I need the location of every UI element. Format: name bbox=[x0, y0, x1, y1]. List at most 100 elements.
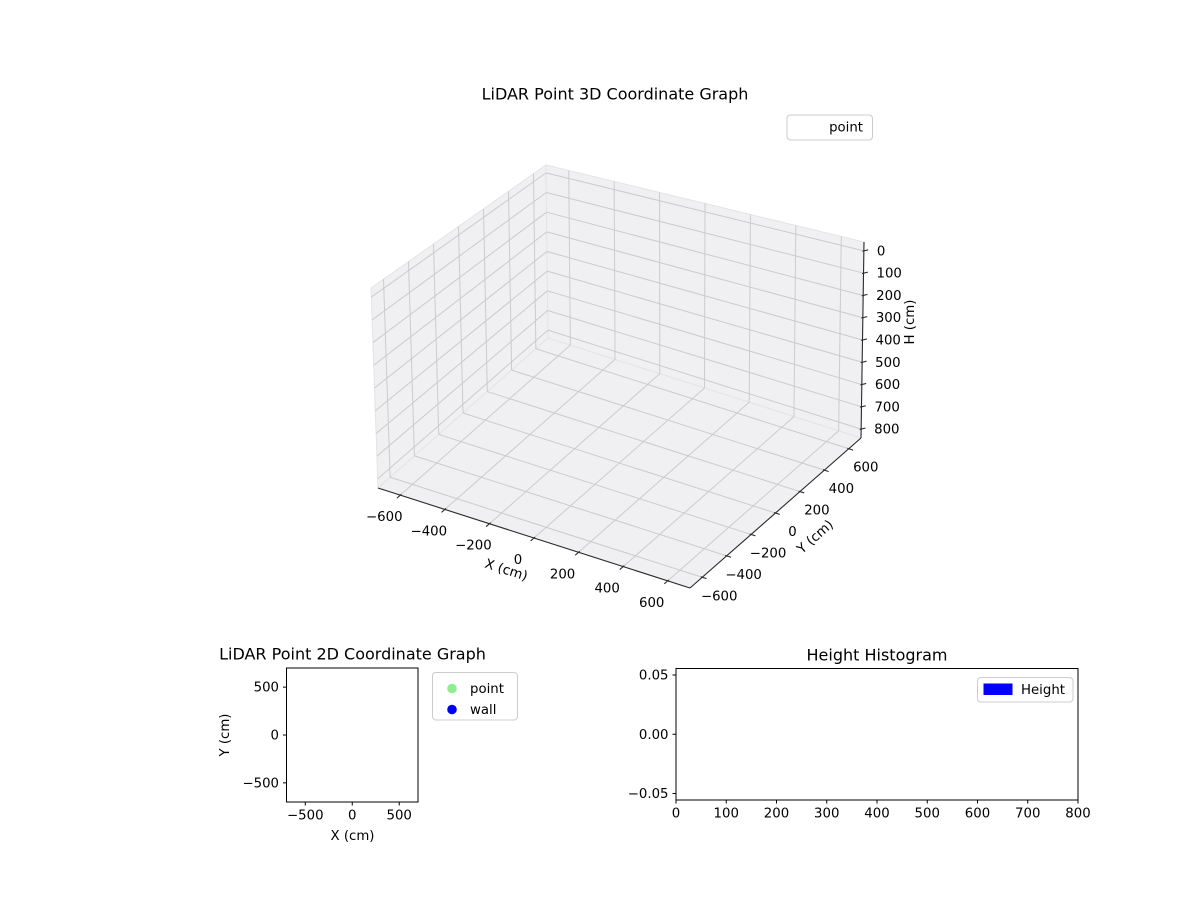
plot3d-tick-mark bbox=[859, 405, 866, 408]
plot3d-x-tick-label: −200 bbox=[455, 539, 492, 554]
plot3d-legend-box bbox=[786, 114, 873, 141]
plot3d-tick-mark bbox=[861, 293, 868, 297]
histogram-axes-frame bbox=[675, 668, 1079, 801]
plot3d-title: LiDAR Point 3D Coordinate Graph bbox=[482, 85, 749, 104]
plot3d-tick-mark bbox=[663, 579, 670, 585]
plot2d-axes-frame bbox=[286, 667, 419, 803]
plot3d-grid-line bbox=[371, 172, 547, 298]
x-tick-label: 0 bbox=[348, 809, 356, 824]
plot2d-legend: point wall bbox=[432, 672, 518, 721]
x-tick-label: 600 bbox=[965, 807, 990, 822]
plot3d-grid-line bbox=[389, 476, 703, 578]
plot3d-z-tick-label: 300 bbox=[876, 311, 901, 326]
x-tick-label: 0 bbox=[672, 807, 680, 822]
plot3d-tick-mark bbox=[822, 469, 829, 473]
plot3d-grid-line bbox=[462, 412, 776, 514]
plot3d-grid-line bbox=[438, 433, 752, 535]
plot2d-legend-label-wall: wall bbox=[470, 703, 496, 718]
histogram-title: Height Histogram bbox=[807, 646, 948, 665]
plot2d-legend-label-point: point bbox=[470, 682, 504, 697]
plot3d-grid-line bbox=[414, 455, 727, 557]
plot3d-x-tick-label: 400 bbox=[594, 582, 619, 597]
plot3d-zlabel: H (cm) bbox=[903, 300, 918, 345]
y-tick-label: 500 bbox=[254, 681, 279, 696]
plot3d-grid-line bbox=[377, 329, 549, 480]
y-tick-label: 0 bbox=[271, 729, 279, 744]
plot3d-tick-mark bbox=[862, 249, 869, 252]
plot3d-grid-line bbox=[371, 192, 547, 321]
plot3d-tick-marks bbox=[396, 249, 869, 585]
x-tick-label: 500 bbox=[915, 807, 940, 822]
plot3d-y-tick-label: 0 bbox=[788, 525, 796, 540]
subplot-histogram: 0 100 200 300 400 500 600 700 800 0.05 0.00 −0.05 H… bbox=[628, 646, 1091, 822]
plot3d-grid-line bbox=[546, 211, 864, 296]
histogram-legend-swatch bbox=[983, 683, 1013, 695]
plot2d-legend-marker-point bbox=[447, 683, 457, 694]
plot3d-grid-line bbox=[376, 310, 549, 457]
y-tick-label: 0.05 bbox=[639, 669, 669, 684]
plot3d-tick-mark bbox=[861, 316, 868, 319]
x-tick-label: 400 bbox=[864, 807, 889, 822]
plot3d-grid-line bbox=[374, 251, 548, 389]
plot3d-grid-line bbox=[547, 270, 863, 363]
plot3d-xlabel: X (cm) bbox=[483, 557, 529, 585]
plot3d-tick-mark bbox=[530, 536, 536, 542]
plot3d-grid-line bbox=[487, 391, 801, 493]
plot3d-tick-mark bbox=[485, 522, 491, 528]
plot3d-tick-mark bbox=[860, 382, 867, 386]
histogram-legend: Height bbox=[977, 677, 1074, 703]
plot3d-z-tick-label: 500 bbox=[875, 356, 900, 371]
x-tick-label: 100 bbox=[714, 807, 739, 822]
plot3d-grid-line bbox=[546, 231, 863, 319]
plot3d-tick-mark bbox=[859, 427, 866, 430]
y-tick-label: −500 bbox=[242, 776, 279, 791]
plot3d-y-tick-label: −400 bbox=[725, 568, 762, 583]
plot3d-tick-mark bbox=[574, 550, 581, 556]
plot3d-tick-mark bbox=[725, 554, 732, 558]
plot3d-gridlines bbox=[371, 170, 864, 582]
plot3d-tick-mark bbox=[798, 490, 805, 494]
plot3d-y-tick-label: 600 bbox=[853, 461, 878, 476]
x-tick-label: 500 bbox=[387, 809, 412, 824]
plot3d-grid-line bbox=[511, 369, 825, 471]
plot3d-grid-line bbox=[547, 290, 862, 386]
x-tick-label: 200 bbox=[764, 807, 789, 822]
plot3d-tick-mark bbox=[700, 576, 707, 580]
plot3d-grid-line bbox=[373, 231, 548, 366]
plot3d-y-tick-label: 400 bbox=[829, 482, 854, 497]
plot3d-tick-mark bbox=[441, 508, 447, 513]
plot2d-ticks: −500 0 500 500 0 −500 bbox=[242, 681, 411, 824]
y-tick-label: −0.05 bbox=[628, 787, 669, 802]
plot3d-z-tick-label: 100 bbox=[877, 267, 902, 282]
plot3d-grid-line bbox=[374, 270, 548, 412]
plot3d-x-tick-label: −600 bbox=[366, 510, 403, 525]
plot3d-grid-line bbox=[546, 192, 864, 274]
plot3d-tick-mark bbox=[860, 360, 867, 364]
plot3d-tick-mark bbox=[396, 493, 402, 499]
plot3d-y-tick-label: −600 bbox=[701, 589, 738, 604]
plot3d-grid-line bbox=[375, 290, 548, 434]
plot3d-grid-line bbox=[535, 348, 849, 450]
plot3d-z-tick-label: 400 bbox=[876, 334, 901, 349]
plot2d-title: LiDAR Point 2D Coordinate Graph bbox=[219, 645, 486, 664]
plot3d-tick-mark bbox=[847, 447, 854, 451]
histogram-legend-label-height: Height bbox=[1021, 683, 1065, 698]
plot3d-grid-line bbox=[547, 329, 862, 430]
plot3d-grid-line bbox=[372, 211, 547, 343]
plot3d-grid-line bbox=[545, 172, 864, 252]
plot3d-tick-mark bbox=[773, 512, 780, 515]
plot2d-legend-marker-wall bbox=[447, 704, 457, 715]
subplot-2d: −500 0 500 500 0 −500 LiDAR Point 2D Coordina… bbox=[218, 645, 518, 844]
plot3d-z-tick-label: 200 bbox=[876, 289, 901, 304]
plot3d-z-tick-label: 800 bbox=[874, 423, 899, 438]
x-tick-label: 800 bbox=[1065, 807, 1090, 822]
plot3d-z-tick-label: 700 bbox=[874, 400, 899, 415]
plot3d-z-tick-label: 0 bbox=[877, 244, 885, 259]
plot3d-tick-mark bbox=[861, 271, 869, 275]
plot3d-tick-mark bbox=[860, 338, 867, 341]
plot3d-legend-label-point: point bbox=[829, 121, 863, 136]
